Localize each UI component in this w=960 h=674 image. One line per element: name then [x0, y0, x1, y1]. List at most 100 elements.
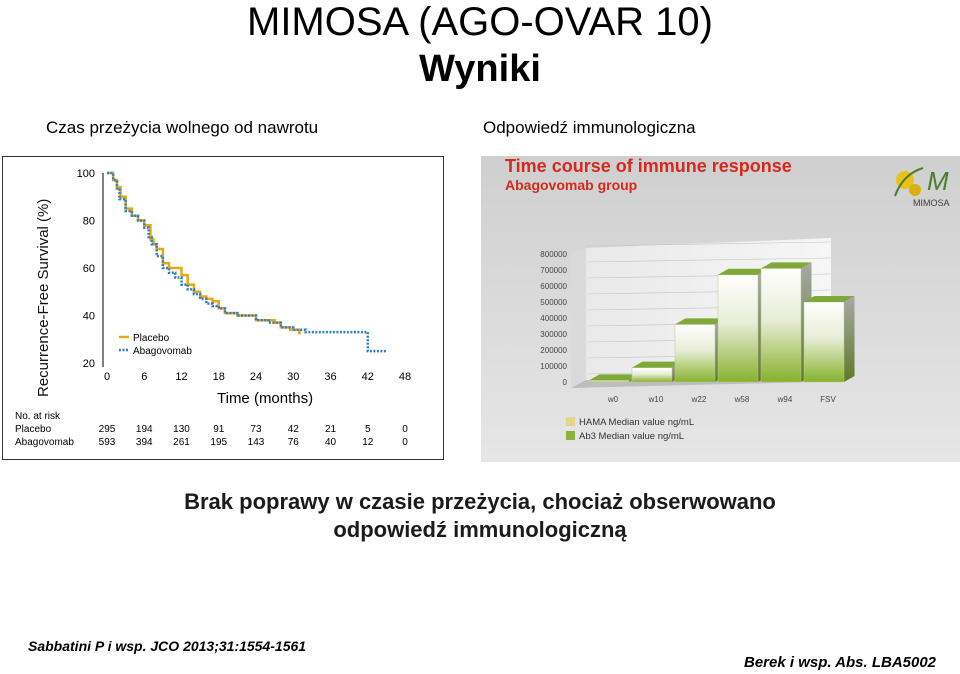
y-tick-label: 300000 [540, 330, 567, 339]
risk-value: 195 [210, 437, 227, 448]
leaf-icon [894, 167, 924, 197]
risk-value: 40 [325, 437, 337, 448]
x-tick-label: 12 [175, 371, 187, 383]
legend-swatch-ab3 [566, 431, 575, 440]
x-tick-label: w10 [648, 395, 664, 404]
y-tick-label: 800000 [540, 250, 567, 259]
risk-row-label-placebo: Placebo [15, 424, 52, 435]
bar-top [632, 361, 683, 368]
legend-label-ab3: Ab3 Median value ng/mL [579, 431, 684, 442]
bar-side [844, 296, 855, 382]
y-tick-label: 0 [563, 378, 568, 387]
bar-front [674, 324, 716, 383]
bar-top [718, 268, 769, 275]
x-tick-label: 18 [213, 371, 225, 383]
x-tick-label: 48 [399, 371, 411, 383]
y-axis-label: Recurrence-Free Survival (%) [35, 199, 52, 397]
gridline [585, 241, 832, 247]
risk-value: 12 [362, 437, 374, 448]
legend-label-hama: HAMA Median value ng/mL [579, 417, 694, 428]
risk-value: 194 [136, 424, 153, 435]
x-tick-label: w94 [777, 395, 793, 404]
conclusion-text: Brak poprawy w czasie przeżycia, chociaż… [0, 488, 960, 544]
y-tick-label: 500000 [540, 298, 567, 307]
legend-label-abagovomab: Abagovomab [133, 346, 192, 357]
bar-FSV [803, 296, 855, 383]
chart-subtitle: Abagovomab group [505, 177, 637, 193]
bar-top [761, 262, 812, 269]
risk-row-label-abagovomab: Abagovomab [15, 437, 74, 448]
bar-front [803, 301, 845, 383]
bar-front [631, 367, 673, 383]
legend-swatch-hama [566, 417, 575, 426]
conclusion-line-2: odpowiedź immunologiczną [333, 517, 627, 542]
slide-title: MIMOSA (AGO-OVAR 10) [247, 0, 713, 44]
x-axis-label: Time (months) [217, 390, 313, 407]
flower-icon-2 [909, 184, 921, 196]
bar-w10 [631, 361, 683, 383]
bar-w94 [760, 262, 812, 383]
bar-front [717, 274, 759, 383]
x-tick-label: 30 [287, 371, 299, 383]
y-tick-label: 100000 [540, 362, 567, 371]
bar-front [588, 380, 630, 383]
logo-letter: M [927, 166, 949, 196]
x-tick-label: 42 [362, 371, 374, 383]
left-wall [571, 248, 586, 388]
x-tick-label: 0 [104, 371, 110, 383]
bar-top [675, 318, 726, 325]
risk-value: 0 [402, 437, 408, 448]
gridline [585, 257, 832, 263]
immune-response-chart-panel: Time course of immune response Abagovoma… [481, 156, 960, 462]
survival-chart: Recurrence-Free Survival (%) 20406080100… [15, 168, 411, 448]
left-chart-caption: Czas przeżycia wolnego od nawrotu [46, 118, 319, 137]
immune-response-chart: Time course of immune response Abagovoma… [481, 156, 960, 462]
conclusion-line-1: Brak poprawy w czasie przeżycia, chociaż… [184, 489, 776, 514]
bar-front [760, 268, 802, 383]
y-tick-label: 40 [83, 311, 95, 323]
mimosa-logo: M MIMOSA [894, 166, 950, 208]
risk-value: 130 [173, 424, 190, 435]
risk-value: 394 [136, 437, 153, 448]
risk-value: 593 [99, 437, 116, 448]
bar-top [589, 374, 640, 381]
right-chart-caption: Odpowiedź immunologiczna [483, 118, 696, 137]
risk-value: 91 [213, 424, 225, 435]
risk-value: 5 [365, 424, 371, 435]
y-tick-label: 60 [83, 263, 95, 275]
y-tick-label: 200000 [540, 346, 567, 355]
y-tick-label: 400000 [540, 314, 567, 323]
bar-w22 [674, 318, 726, 383]
slide-subtitle: Wyniki [419, 48, 541, 90]
risk-value: 295 [99, 424, 116, 435]
x-tick-label: 24 [250, 371, 262, 383]
bar-w58 [717, 268, 769, 383]
y-tick-label: 700000 [540, 266, 567, 275]
risk-value: 143 [248, 437, 265, 448]
x-tick-label: w58 [734, 395, 750, 404]
reference-right: Berek i wsp. Abs. LBA5002 [744, 654, 937, 671]
risk-value: 0 [402, 424, 408, 435]
x-tick-label: w22 [691, 395, 707, 404]
x-tick-label: FSV [820, 395, 836, 404]
x-tick-label: w0 [607, 395, 619, 404]
legend-label-placebo: Placebo [133, 333, 170, 344]
chart-legend: Placebo Abagovomab [119, 333, 192, 357]
series-line-placebo [107, 171, 301, 335]
risk-value: 76 [288, 437, 300, 448]
x-tick-label: 36 [324, 371, 336, 383]
y-tick-label: 100 [77, 168, 95, 180]
y-tick-label: 600000 [540, 282, 567, 291]
survival-chart-panel: Recurrence-Free Survival (%) 20 40 60 80 100… [2, 156, 444, 460]
risk-value: 42 [288, 424, 300, 435]
chart-legend: HAMA Median value ng/mL Ab3 Median value… [566, 417, 694, 442]
bar-top [804, 296, 855, 302]
reference-left: Sabbatini P i wsp. JCO 2013;31:1554-1561 [28, 638, 307, 654]
risk-value: 73 [250, 424, 262, 435]
risk-table-header: No. at risk [15, 411, 61, 422]
risk-value: 261 [173, 437, 190, 448]
y-tick-label: 80 [83, 216, 95, 228]
x-tick-label: 6 [141, 371, 147, 383]
series-line-abagovomab [107, 171, 387, 353]
risk-value: 21 [325, 424, 337, 435]
